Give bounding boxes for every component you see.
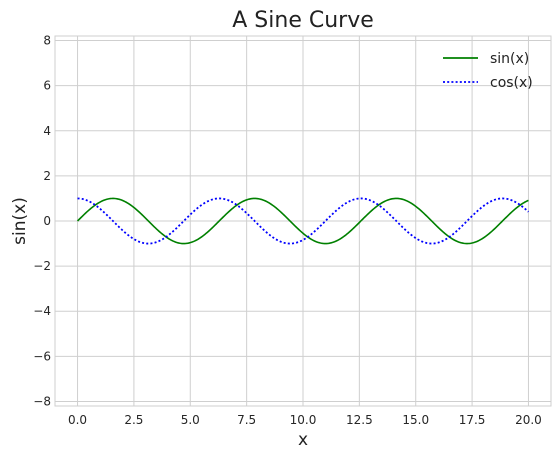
y-tick-label: −2 [33, 259, 51, 273]
series-layer [76, 197, 530, 245]
grid-lines [55, 36, 551, 406]
y-tick-label: −8 [33, 394, 51, 408]
y-tick-label: 4 [43, 124, 51, 138]
y-tick-label: 6 [43, 79, 51, 93]
legend-label: sin(x) [490, 51, 529, 67]
x-tick-label: 17.5 [459, 413, 486, 427]
y-tick-label: −6 [33, 349, 51, 363]
series-line-sin [76, 197, 529, 245]
legend-label: cos(x) [490, 75, 533, 91]
y-tick-label: 2 [43, 169, 51, 183]
x-tick-label: 5.0 [181, 413, 200, 427]
y-tick-label: 8 [43, 34, 51, 48]
x-tick-label: 15.0 [402, 413, 429, 427]
x-tick-label: 7.5 [237, 413, 256, 427]
y-tick-label: 0 [43, 214, 51, 228]
x-tick-label: 12.5 [346, 413, 373, 427]
y-axis-label: sin(x) [10, 197, 30, 245]
legend: sin(x) cos(x) [443, 51, 533, 91]
x-tick-label: 10.0 [290, 413, 317, 427]
x-tick-label: 20.0 [515, 413, 542, 427]
y-tick-labels: −8 −6 −4 −2 0 2 4 6 8 [33, 34, 51, 409]
plot-frame [54, 35, 552, 407]
y-tick-label: −4 [33, 304, 51, 318]
series-line-cos [77, 197, 530, 245]
x-tick-label: 0.0 [68, 413, 87, 427]
x-tick-label: 2.5 [124, 413, 143, 427]
x-axis-label: x [298, 430, 308, 450]
x-tick-labels: 0.0 2.5 5.0 7.5 10.0 12.5 15.0 17.5 20.0 [68, 413, 542, 427]
chart-title: A Sine Curve [232, 8, 374, 33]
